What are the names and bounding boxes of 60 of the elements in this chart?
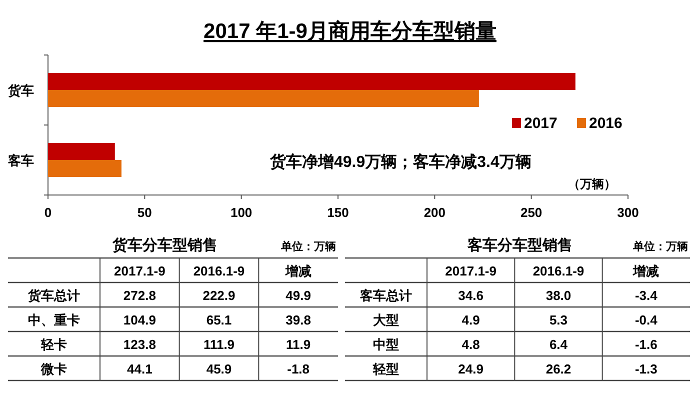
text: 123.8 [123, 336, 156, 352]
bar [48, 73, 576, 90]
text: 24.9 [458, 361, 484, 376]
text: 5.3 [549, 312, 568, 328]
category-label: 货车总计 [28, 288, 80, 303]
text: 44.1 [127, 361, 152, 376]
category-label: 微卡 [41, 361, 67, 376]
text: 客车分车型销售 [466, 236, 572, 254]
x-tick-label: 250 [520, 205, 542, 220]
text: 49.9 [286, 288, 311, 303]
text: 65.1 [206, 312, 232, 328]
text: 38.0 [546, 288, 572, 303]
text: 104.9 [123, 312, 156, 328]
legend-label: 2017 [524, 115, 558, 132]
x-axis-title: （万辆） [568, 177, 616, 191]
category-label: 2016.1-9 [532, 263, 584, 278]
text: 4.9 [462, 312, 480, 328]
text: 6.4 [549, 336, 568, 352]
text: -1.8 [287, 361, 310, 376]
y-tick-label: 客车 [7, 153, 34, 168]
text: -1.3 [634, 361, 658, 376]
text: 货车分车型销售 [112, 236, 218, 254]
text: 272.8 [123, 288, 156, 303]
text: 26.2 [546, 361, 572, 376]
x-tick-label: 100 [230, 205, 252, 220]
category-label: 轻卡 [41, 336, 67, 352]
category-label: 中、重卡 [28, 312, 80, 328]
text: 45.9 [206, 361, 232, 376]
legend-label: 2016 [589, 115, 622, 132]
category-label: 2016.1-9 [193, 263, 245, 278]
bar [48, 160, 122, 177]
text: 11.9 [286, 336, 311, 352]
text: 单位：万辆 [280, 240, 336, 253]
text: 111.9 [203, 336, 235, 352]
text: 222.9 [202, 288, 236, 303]
y-tick-label: 货车 [7, 83, 34, 98]
chart-title: 2017 年1-9月商用车分车型销量 [204, 19, 496, 43]
text: 39.8 [286, 312, 311, 328]
category-label: 2017.1-9 [445, 263, 496, 278]
category-label: 大型 [373, 312, 399, 328]
annotation: 货车净增49.9万辆；客车净减3.4万辆 [269, 152, 532, 171]
x-tick-label: 300 [617, 205, 639, 220]
x-tick-label: 0 [44, 205, 52, 220]
text: -3.4 [634, 288, 658, 303]
x-tick-label: 200 [424, 205, 446, 220]
category-label: 2017.1-9 [114, 263, 166, 278]
text: 单位：万辆 [632, 240, 688, 253]
x-tick-label: 150 [327, 205, 349, 220]
text: 34.6 [458, 288, 484, 303]
category-label: 客车总计 [360, 288, 412, 303]
category-label: 增减 [632, 263, 660, 278]
text: -0.4 [634, 312, 658, 328]
text: 4.8 [462, 336, 480, 352]
x-tick-label: 50 [137, 205, 152, 220]
text: -1.6 [634, 336, 658, 352]
bar [48, 143, 115, 160]
category-label: 中型 [373, 336, 399, 352]
bar [48, 90, 479, 107]
category-label: 轻型 [373, 361, 399, 376]
category-label: 增减 [284, 263, 312, 278]
